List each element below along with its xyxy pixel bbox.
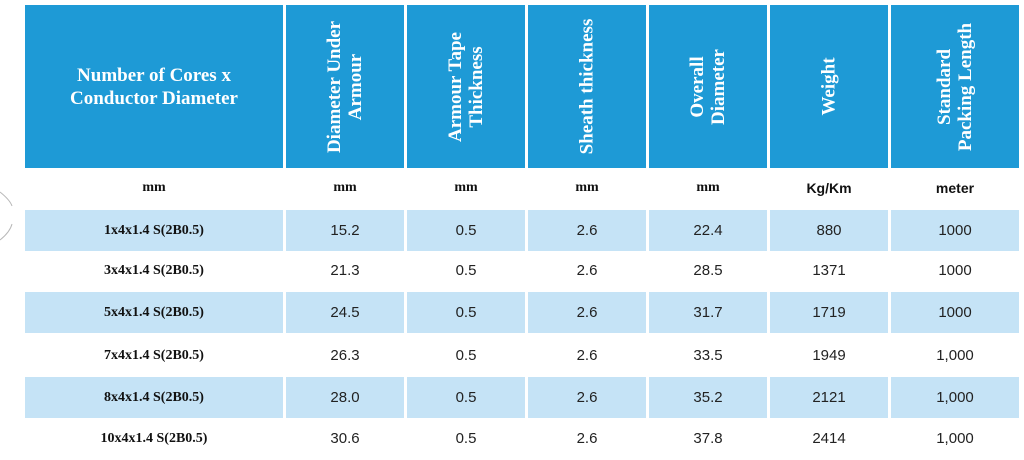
header-label: Sheath thickness bbox=[576, 18, 598, 155]
table-cell-weight: 1949 bbox=[812, 347, 846, 364]
table-cell-packing-length: 1000 bbox=[891, 292, 1019, 333]
table-cell-overall-diameter: 31.7 bbox=[649, 292, 767, 333]
table-cell-cores-diameter: 7x4x1.4 S(2B0.5) bbox=[104, 347, 204, 363]
header-overall-diameter: Overall Diameter bbox=[649, 5, 767, 168]
table-cell-diameter-under-armour: 30.6 bbox=[330, 430, 360, 447]
header-label: Standard Packing Length bbox=[934, 22, 976, 151]
table-cell-weight: 1719 bbox=[770, 292, 888, 333]
unit-sheath-thickness: mm bbox=[575, 180, 599, 195]
table-cell-sheath-thickness: 2.6 bbox=[576, 262, 598, 279]
table-cell-sheath-thickness: 2.6 bbox=[576, 430, 598, 447]
table-cell-overall-diameter: 28.5 bbox=[693, 262, 723, 279]
table-cell-sheath-thickness: 2.6 bbox=[528, 210, 646, 251]
table-cell-sheath-thickness: 2.6 bbox=[528, 377, 646, 418]
header-sheath-thickness: Sheath thickness bbox=[528, 5, 646, 168]
table-cell-sheath-thickness: 2.6 bbox=[576, 347, 598, 364]
decorative-curve bbox=[0, 191, 13, 241]
table-cell-packing-length: 1,000 bbox=[936, 430, 974, 447]
header-label: Weight bbox=[818, 57, 840, 116]
header-cores-diameter: Number of Cores x Conductor Diameter bbox=[25, 5, 283, 168]
table-cell-armour-tape-thickness: 0.5 bbox=[455, 347, 477, 364]
table-cell-cores-diameter: 1x4x1.4 S(2B0.5) bbox=[25, 210, 283, 251]
table-cell-weight: 880 bbox=[770, 210, 888, 251]
header-label: Number of Cores x Conductor Diameter bbox=[70, 64, 238, 109]
table-cell-packing-length: 1,000 bbox=[936, 347, 974, 364]
unit-armour-tape-thickness: mm bbox=[454, 180, 478, 195]
table-cell-weight: 2414 bbox=[812, 430, 846, 447]
table-cell-diameter-under-armour: 26.3 bbox=[330, 347, 360, 364]
table-cell-armour-tape-thickness: 0.5 bbox=[407, 292, 525, 333]
unit-weight: Kg/Km bbox=[806, 180, 852, 196]
table-cell-diameter-under-armour: 24.5 bbox=[286, 292, 404, 333]
header-diameter-under-armour: Diameter Under Armour bbox=[286, 5, 404, 168]
header-standard-packing-length: Standard Packing Length bbox=[891, 5, 1019, 168]
header-label: Overall Diameter bbox=[687, 48, 729, 125]
header-label: Diameter Under Armour bbox=[324, 20, 366, 153]
table-cell-armour-tape-thickness: 0.5 bbox=[455, 430, 477, 447]
table-cell-armour-tape-thickness: 0.5 bbox=[455, 262, 477, 279]
unit-overall-diameter: mm bbox=[696, 180, 720, 195]
table-cell-overall-diameter: 35.2 bbox=[649, 377, 767, 418]
header-weight: Weight bbox=[770, 5, 888, 168]
table-cell-overall-diameter: 22.4 bbox=[649, 210, 767, 251]
table-cell-overall-diameter: 37.8 bbox=[693, 430, 723, 447]
table-cell-packing-length: 1,000 bbox=[891, 377, 1019, 418]
unit-diameter-under-armour: mm bbox=[333, 180, 357, 195]
table-cell-cores-diameter: 5x4x1.4 S(2B0.5) bbox=[25, 292, 283, 333]
header-label: Armour Tape Thickness bbox=[444, 31, 487, 142]
table-cell-weight: 2121 bbox=[770, 377, 888, 418]
table-cell-diameter-under-armour: 28.0 bbox=[286, 377, 404, 418]
unit-packing-length: meter bbox=[935, 180, 975, 196]
table-cell-armour-tape-thickness: 0.5 bbox=[407, 377, 525, 418]
table-cell-diameter-under-armour: 21.3 bbox=[330, 262, 360, 279]
unit-cores-diameter: mm bbox=[142, 180, 166, 195]
table-cell-armour-tape-thickness: 0.5 bbox=[407, 210, 525, 251]
table-cell-sheath-thickness: 2.6 bbox=[528, 292, 646, 333]
table-cell-cores-diameter: 10x4x1.4 S(2B0.5) bbox=[100, 430, 208, 446]
table-cell-packing-length: 1000 bbox=[938, 262, 972, 279]
table-cell-cores-diameter: 3x4x1.4 S(2B0.5) bbox=[104, 262, 204, 278]
table-cell-packing-length: 1000 bbox=[891, 210, 1019, 251]
header-armour-tape-thickness: Armour Tape Thickness bbox=[407, 5, 525, 168]
table-cell-weight: 1371 bbox=[812, 262, 846, 279]
table-cell-cores-diameter: 8x4x1.4 S(2B0.5) bbox=[25, 377, 283, 418]
table-cell-diameter-under-armour: 15.2 bbox=[286, 210, 404, 251]
table-cell-overall-diameter: 33.5 bbox=[693, 347, 723, 364]
